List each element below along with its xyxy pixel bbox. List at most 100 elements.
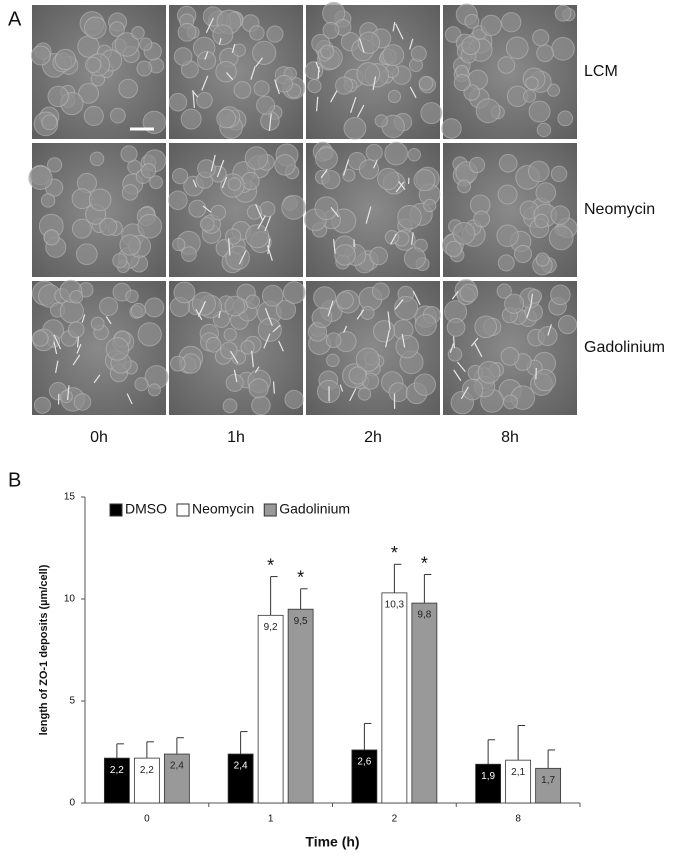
cell <box>357 31 381 54</box>
micrograph <box>28 143 167 277</box>
cell <box>522 89 537 103</box>
cell <box>47 157 63 173</box>
bar <box>411 602 438 804</box>
cell <box>88 188 112 212</box>
cell <box>536 122 552 138</box>
cell <box>244 146 269 170</box>
cell <box>461 36 481 55</box>
cell <box>54 48 77 71</box>
cell <box>85 56 102 73</box>
cell <box>253 80 270 97</box>
cell <box>121 184 139 201</box>
value-label: 9,5 <box>294 616 308 627</box>
deposit <box>233 369 238 383</box>
deposit <box>332 239 336 254</box>
deposit <box>330 207 340 218</box>
bar <box>103 757 130 804</box>
cell <box>513 244 533 263</box>
column-label: 8h <box>501 429 519 446</box>
cell <box>245 294 261 309</box>
cell <box>335 76 354 95</box>
cell <box>464 13 480 29</box>
micrograph <box>168 143 307 277</box>
deposit <box>267 238 271 255</box>
cell <box>358 159 380 180</box>
cell <box>110 107 126 124</box>
cell <box>420 102 443 125</box>
cell <box>59 390 73 404</box>
cell <box>550 205 571 225</box>
row-label: Gadolinium <box>584 339 665 356</box>
cell <box>320 44 335 59</box>
deposit <box>257 215 266 230</box>
cell <box>105 337 130 361</box>
deposit <box>394 299 404 310</box>
deposit <box>77 336 80 348</box>
deposit <box>231 43 236 53</box>
cell <box>357 387 372 401</box>
cell <box>313 286 337 310</box>
value-label: 9,8 <box>417 610 431 621</box>
cell <box>525 76 539 90</box>
cell <box>480 14 502 36</box>
cell <box>261 284 284 307</box>
cell <box>31 330 49 347</box>
cell <box>447 347 463 362</box>
cell <box>365 143 383 161</box>
micrograph <box>169 281 306 416</box>
deposit <box>255 57 263 67</box>
cell <box>551 37 575 61</box>
x-axis-title: Time (h) <box>305 834 359 850</box>
cell <box>139 37 153 51</box>
cell <box>325 332 342 349</box>
deposit <box>343 325 348 333</box>
cell <box>532 29 550 47</box>
deposit <box>53 334 62 350</box>
value-label: 2,4 <box>234 761 248 772</box>
deposit <box>451 290 459 300</box>
cell <box>342 168 356 182</box>
y-tick-label: 15 <box>64 492 76 503</box>
cell <box>501 12 522 33</box>
cell <box>136 60 153 77</box>
deposit <box>526 304 532 318</box>
bar <box>381 592 408 804</box>
cell <box>225 245 250 271</box>
value-label: 1,9 <box>481 771 495 782</box>
deposit <box>390 233 397 245</box>
deposit <box>72 354 81 366</box>
x-tick-label: 8 <box>515 814 521 825</box>
panel-label: A <box>8 8 22 30</box>
cell <box>410 45 427 62</box>
cell <box>266 25 284 43</box>
deposit <box>387 311 391 330</box>
cell <box>496 224 519 248</box>
cell <box>69 289 84 304</box>
deposit <box>320 169 328 179</box>
deposit <box>202 205 212 213</box>
cell <box>453 74 471 92</box>
deposit <box>197 301 206 317</box>
cell <box>233 81 252 99</box>
cell <box>224 295 246 317</box>
deposit <box>343 159 350 176</box>
panel-label: B <box>8 469 21 491</box>
cell <box>71 218 92 239</box>
deposit <box>356 309 365 320</box>
value-label: 1,7 <box>541 775 555 786</box>
deposit <box>272 381 275 394</box>
x-tick-label: 1 <box>268 814 274 825</box>
deposit <box>192 179 197 188</box>
cell <box>144 297 165 318</box>
cell <box>224 228 242 245</box>
deposit <box>357 104 365 118</box>
deposit <box>81 314 86 323</box>
deposit <box>395 181 405 193</box>
cell <box>222 398 238 414</box>
deposit <box>225 72 234 81</box>
value-label: 2,6 <box>357 757 371 768</box>
cell <box>177 22 197 42</box>
deposit <box>395 23 404 40</box>
column-label: 2h <box>364 429 382 446</box>
